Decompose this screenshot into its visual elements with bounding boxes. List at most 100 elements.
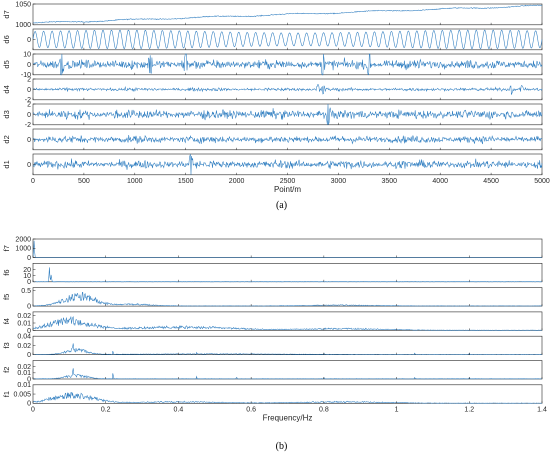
y-axis-label-d1: d1 — [2, 160, 11, 168]
panel-f7: 0 1000 2000 f7 — [2, 236, 543, 262]
y-axis-label-f7: f7 — [2, 245, 11, 251]
panel-d7: 1000 1050 d7 — [2, 1, 543, 29]
y-tick-label: 2 — [27, 101, 31, 108]
y-axis-label-d7: d7 — [2, 10, 11, 18]
x-tick-label: 4500 — [483, 178, 499, 185]
y-axis-label-d6: d6 — [2, 35, 11, 43]
x-tick-label: 0.6 — [246, 406, 256, 413]
figure-caption: (a) — [276, 200, 287, 211]
x-tick-label: 0 — [31, 406, 35, 413]
series-line-f4 — [32, 316, 543, 331]
x-tick-label: 4000 — [432, 178, 448, 185]
figure-caption: (b) — [276, 441, 288, 452]
series-line-d3 — [32, 103, 543, 125]
y-axis-label-f3: f3 — [2, 342, 11, 348]
y-tick-label: 0.02 — [17, 343, 31, 350]
x-tick-label: 2500 — [280, 178, 296, 185]
y-tick-label: 0 — [27, 255, 31, 262]
series-line-d1 — [32, 154, 543, 175]
y-tick-label: -2 — [25, 97, 31, 104]
panel-f5: 0 0.5 f5 — [2, 287, 543, 311]
x-tick-label: 1500 — [178, 178, 194, 185]
panel-frame — [32, 287, 543, 307]
panel-f2: 00.010.02 f2 — [2, 360, 543, 383]
y-tick-label: 0 — [27, 304, 31, 311]
y-axis-label-d5: d5 — [2, 60, 11, 68]
x-tick-label: 0.2 — [101, 406, 111, 413]
x-tick-label: 1.4 — [537, 406, 547, 413]
y-tick-label: 0.01 — [17, 370, 31, 377]
panel-d2: 0 d2 — [2, 128, 543, 151]
y-tick-label: 0 — [27, 162, 31, 169]
series-line-f2 — [32, 368, 542, 380]
y-axis-label-d2: d2 — [2, 135, 11, 143]
panel-f4: 00.010.02 f4 — [2, 311, 543, 335]
y-tick-label: 0.04 — [17, 334, 31, 341]
series-line-d5 — [32, 53, 543, 76]
y-axis-label-f1: f1 — [2, 391, 11, 397]
series-line-f5 — [33, 292, 542, 307]
x-tick-label: 5000 — [534, 178, 550, 185]
series-line-d7 — [33, 4, 543, 24]
y-axis-label-f4: f4 — [2, 318, 11, 324]
y-tick-label: 1000 — [15, 246, 31, 253]
y-tick-label: 0 — [27, 137, 31, 144]
y-tick-label: 0.5 — [21, 288, 31, 295]
y-tick-label: 0 — [27, 62, 31, 69]
chart-b: 010002000f701020f600.5f500.010.02f400.02… — [2, 236, 547, 452]
panel-frame — [32, 3, 543, 26]
panel-d6: 0 d6 — [2, 28, 543, 51]
y-tick-label: 0 — [27, 352, 31, 359]
series-line-f3 — [32, 343, 543, 355]
y-tick-label: 0.01 — [17, 320, 31, 327]
x-axis-label: Point/m — [274, 185, 301, 194]
series-line-d2 — [32, 134, 543, 145]
x-tick-label: 500 — [78, 178, 90, 185]
panel-d4: -2 0 2 d4 — [2, 76, 543, 104]
panel-frame — [32, 335, 543, 356]
y-tick-label: 0 — [27, 279, 31, 286]
y-tick-label: 0 — [27, 112, 31, 119]
panel-frame — [32, 360, 543, 380]
x-tick-label: 1000 — [127, 178, 143, 185]
x-tick-label: 1 — [395, 406, 399, 413]
panel-f1: 0 0.005 0.01 f1 0 0.2 0.4 0.6 0.8 1 1.2 1.4 — [2, 382, 547, 413]
y-tick-label: 2000 — [15, 236, 31, 243]
x-tick-label: 1.2 — [464, 406, 474, 413]
series-line-f7 — [32, 240, 542, 258]
y-tick-label: 10 — [23, 51, 31, 58]
chart-a: 10001050d70d6-10010d5-202d4-202d30d20d10… — [2, 1, 550, 211]
y-tick-label: 0 — [27, 87, 31, 94]
y-tick-label: 1050 — [15, 1, 31, 8]
x-axis-label: Frequency/Hz — [263, 413, 313, 422]
x-tick-label: 2000 — [229, 178, 245, 185]
y-tick-label: 0.005 — [13, 391, 31, 398]
y-tick-label: 0.02 — [17, 364, 31, 371]
x-tick-label: 0 — [31, 178, 35, 185]
y-axis-label-f6: f6 — [2, 269, 11, 275]
y-tick-label: -10 — [21, 72, 31, 79]
panel-d5: -10 0 10 d5 — [2, 51, 543, 79]
y-tick-label: 20 — [23, 267, 31, 274]
panel-frame — [32, 384, 543, 404]
y-tick-label: 0 — [27, 376, 31, 383]
series-line-d4 — [32, 84, 543, 95]
y-tick-label: 1000 — [15, 22, 31, 29]
series-line-f6 — [32, 267, 543, 283]
panel-d1: 0 d1 0 500 1000 1500 2000 2500 3000 3500 4000 4500 5… — [2, 153, 550, 185]
y-axis-label-f5: f5 — [2, 294, 11, 300]
x-tick-label: 0.4 — [174, 406, 184, 413]
x-tick-label: 0.8 — [319, 406, 329, 413]
y-tick-label: 0.02 — [17, 313, 31, 320]
panel-frame — [32, 262, 543, 283]
series-line-f1 — [32, 392, 543, 404]
y-tick-label: 10 — [23, 273, 31, 280]
panel-d3: -2 0 2 d3 — [2, 101, 543, 129]
y-tick-label: 0 — [27, 328, 31, 335]
y-axis-label-d4: d4 — [2, 85, 11, 93]
x-tick-label: 3000 — [331, 178, 347, 185]
y-tick-label: 0 — [27, 401, 31, 408]
y-tick-label: 2 — [27, 76, 31, 83]
